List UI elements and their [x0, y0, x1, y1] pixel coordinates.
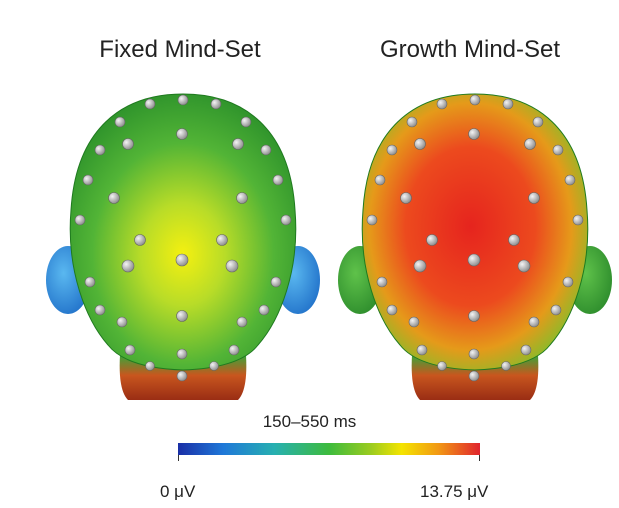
- time-window-label: 150–550 ms: [262, 412, 357, 431]
- color-scale-bar: [178, 443, 480, 455]
- colorbar-min-label: 0 μV: [160, 482, 196, 501]
- left-scalp: [69, 93, 297, 371]
- scalp-maps-figure: [46, 93, 612, 400]
- colorbar-max-tick: [479, 455, 480, 461]
- right-electrodes: [366, 94, 584, 382]
- fixed-mindset-title: Fixed Mind-Set: [99, 36, 261, 63]
- left-electrodes: [74, 94, 292, 382]
- fixed-mindset-head: [46, 93, 320, 400]
- colorbar-min-tick: [178, 455, 179, 461]
- growth-mindset-title: Growth Mind-Set: [379, 36, 561, 63]
- right-scalp: [361, 93, 589, 371]
- growth-mindset-head: [338, 93, 612, 400]
- colorbar-max-label: 13.75 μV: [420, 482, 489, 501]
